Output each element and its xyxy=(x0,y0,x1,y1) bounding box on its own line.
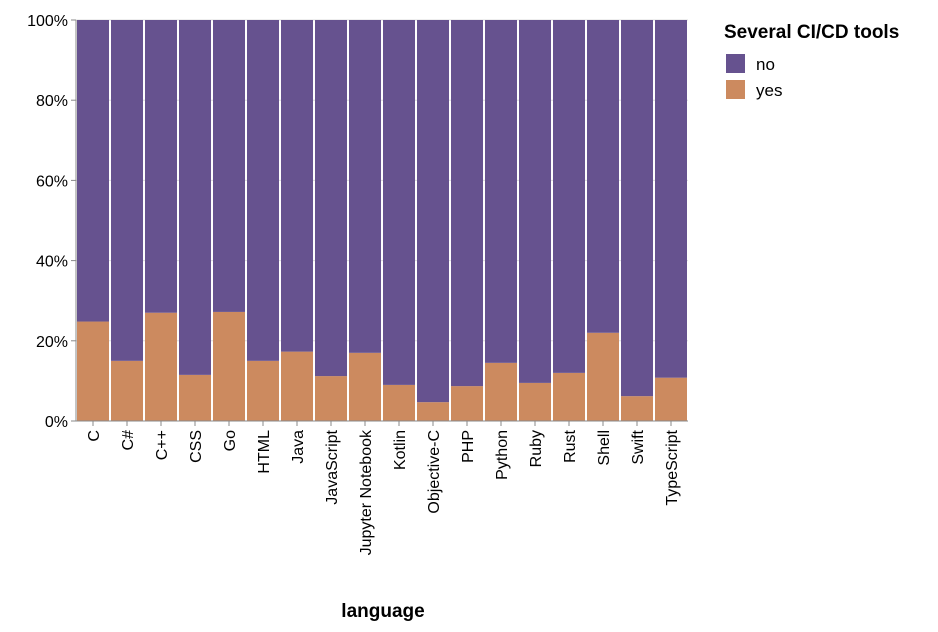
bar-no-rust xyxy=(553,20,585,373)
bar-yes-php xyxy=(451,386,483,421)
bar-yes-c- xyxy=(111,360,143,421)
axes xyxy=(75,20,688,422)
bar-yes-python xyxy=(485,362,517,421)
bar-no-c xyxy=(77,20,109,322)
x-axis-title: language xyxy=(341,601,424,622)
legend-swatch-yes xyxy=(726,80,745,99)
bar-yes-shell xyxy=(587,332,619,421)
x-tick-label: Kotlin xyxy=(392,430,409,470)
bar-no-java xyxy=(281,20,313,352)
legend: Several CI/CD tools no yes xyxy=(724,22,899,100)
legend-label-yes: yes xyxy=(756,81,782,100)
x-tick-label: Shell xyxy=(596,430,613,466)
y-tick-label: 40% xyxy=(36,254,68,271)
y-tick-label: 80% xyxy=(36,93,68,110)
x-tick-label: C++ xyxy=(154,430,171,460)
bar-no-go xyxy=(213,20,245,312)
x-tick-label: JavaScript xyxy=(324,429,341,504)
bar-yes-rust xyxy=(553,372,585,421)
y-axis-ticks: 0% 20% 40% 60% 80% 100% xyxy=(27,13,76,431)
x-tick-label: CSS xyxy=(188,430,205,463)
bar-yes-javascript xyxy=(315,376,347,421)
x-tick-label: Ruby xyxy=(528,430,545,467)
x-tick-label: Objective-C xyxy=(426,430,443,514)
y-tick-label: 100% xyxy=(27,13,68,30)
x-tick-label: TypeScript xyxy=(664,429,681,505)
bar-yes-ruby xyxy=(519,382,551,421)
y-tick-label: 20% xyxy=(36,334,68,351)
legend-swatch-no xyxy=(726,54,745,73)
x-tick-label: Java xyxy=(290,430,307,464)
bar-yes-c xyxy=(77,321,109,421)
bar-no-css xyxy=(179,20,211,375)
x-tick-label: Python xyxy=(494,430,511,480)
bar-yes-typescript xyxy=(655,377,687,421)
bar-no-jupyter-notebook xyxy=(349,20,381,353)
bar-yes-html xyxy=(247,360,279,421)
bar-no-javascript xyxy=(315,20,347,377)
x-axis-ticks: C C# C++ CSS Go HTML Java JavaScript Jupyter Not… xyxy=(86,421,681,555)
bar-yes-c- xyxy=(145,312,177,421)
y-tick-label: 0% xyxy=(45,414,68,431)
bar-yes-java xyxy=(281,351,313,421)
x-tick-label: Go xyxy=(222,430,239,451)
bar-yes-go xyxy=(213,311,245,421)
bar-no-c- xyxy=(111,20,143,361)
x-tick-label: C xyxy=(86,430,103,442)
bar-no-typescript xyxy=(655,20,687,378)
bar-no-html xyxy=(247,20,279,361)
bar-no-php xyxy=(451,20,483,387)
legend-label-no: no xyxy=(756,55,775,74)
bar-yes-jupyter-notebook xyxy=(349,352,381,421)
x-tick-label: HTML xyxy=(256,430,273,474)
x-tick-label: Jupyter Notebook xyxy=(358,429,375,555)
bar-no-shell xyxy=(587,20,619,333)
bar-no-objective-c xyxy=(417,20,449,403)
bar-no-kotlin xyxy=(383,20,415,385)
x-tick-label: C# xyxy=(120,430,137,451)
bar-yes-kotlin xyxy=(383,384,415,421)
bars xyxy=(77,20,687,421)
bar-yes-swift xyxy=(621,396,653,421)
legend-title: Several CI/CD tools xyxy=(724,22,899,43)
bar-no-swift xyxy=(621,20,653,397)
x-tick-label: Swift xyxy=(630,429,647,464)
bar-no-ruby xyxy=(519,20,551,383)
y-tick-label: 60% xyxy=(36,173,68,190)
x-tick-label: Rust xyxy=(562,429,579,462)
bar-yes-objective-c xyxy=(417,402,449,421)
bar-no-c- xyxy=(145,20,177,313)
bar-yes-css xyxy=(179,374,211,421)
bar-no-python xyxy=(485,20,517,363)
x-tick-label: PHP xyxy=(460,430,477,463)
